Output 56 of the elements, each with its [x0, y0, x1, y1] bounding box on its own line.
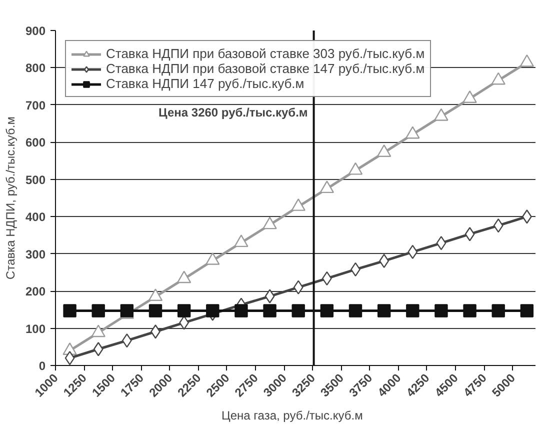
point	[492, 304, 505, 318]
point	[293, 280, 304, 294]
point	[63, 304, 76, 318]
y-tick-label: 0	[38, 359, 46, 373]
point	[177, 304, 191, 318]
y-axis-title: Ставка НДПИ, руб./тыс.куб.м	[3, 116, 18, 280]
point	[493, 218, 504, 233]
point	[176, 270, 192, 284]
y-tick-label: 300	[25, 247, 46, 262]
point	[263, 304, 276, 318]
point	[463, 304, 476, 318]
point	[320, 180, 334, 194]
x-axis-title: Цена газа, руб./тыс.куб.м	[222, 408, 363, 423]
point	[92, 304, 105, 318]
point	[148, 304, 162, 318]
y-tick-label: 500	[25, 172, 46, 187]
point	[234, 234, 248, 248]
point	[292, 304, 305, 318]
point	[434, 108, 448, 121]
point	[462, 90, 477, 103]
point	[348, 162, 363, 175]
legend-label: Ставка НДПИ при базовой ставке 303 руб./тыс.куб.м	[106, 46, 425, 61]
point	[434, 304, 448, 318]
point	[376, 144, 392, 157]
ref-line-label: Цена 3260 руб./тыс.куб.м	[158, 106, 308, 120]
point	[122, 333, 132, 348]
legend-label: Ставка НДПИ при базовой ставке 147 руб./тыс.куб.м	[106, 61, 425, 76]
point	[291, 198, 306, 211]
point	[262, 216, 277, 230]
point	[348, 304, 362, 318]
point	[520, 54, 534, 67]
point	[436, 236, 446, 250]
point	[406, 304, 420, 318]
point	[93, 342, 104, 356]
point	[464, 227, 475, 242]
legend-label: Ставка НДПИ 147 руб./тыс.куб.м	[106, 76, 304, 91]
point	[520, 304, 534, 318]
point	[522, 210, 532, 224]
point	[320, 304, 334, 318]
point	[377, 304, 391, 318]
point	[64, 350, 75, 366]
y-tick-label: 400	[25, 210, 46, 224]
point	[264, 289, 275, 304]
point	[408, 244, 418, 260]
point	[491, 72, 506, 85]
point	[379, 254, 390, 268]
point	[179, 316, 190, 330]
y-tick-label: 100	[25, 322, 46, 336]
point	[406, 126, 420, 139]
y-tick-label: 800	[25, 61, 46, 76]
point	[234, 304, 248, 318]
y-tick-label: 700	[25, 98, 46, 112]
y-tick-label: 900	[25, 24, 46, 38]
point	[322, 271, 332, 286]
y-tick-label: 200	[25, 284, 46, 299]
y-tick-label: 600	[25, 136, 46, 150]
